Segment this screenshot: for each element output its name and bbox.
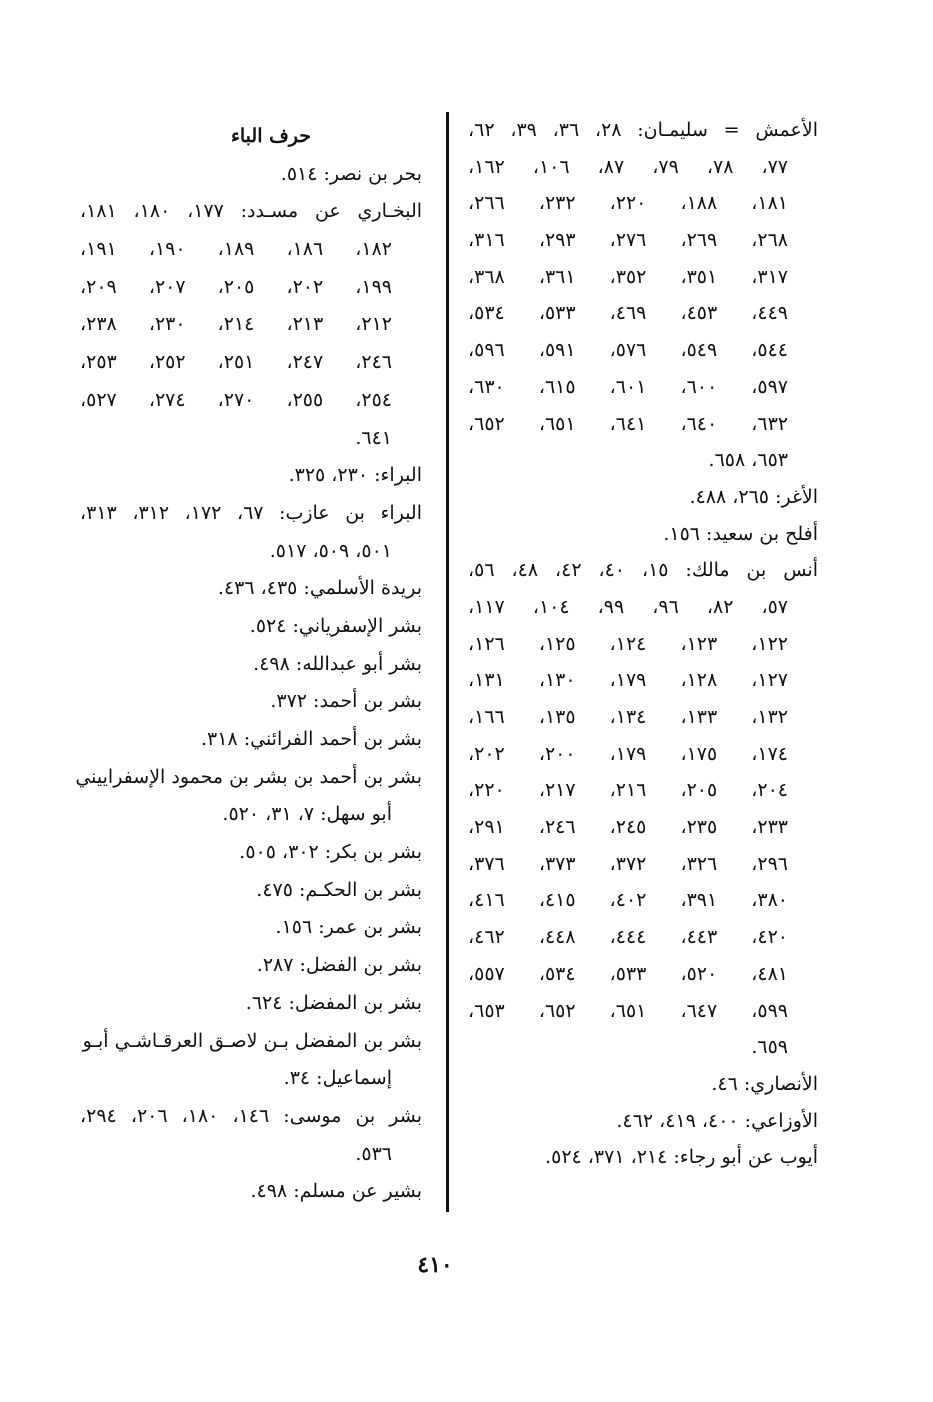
index-entry: البراء بن عازب: ٦٧، ١٧٢، ٣١٢، ٣١٣، ٥٠١، ٥… bbox=[80, 495, 422, 570]
entry-continuation-line: ٥٧، ٨٢، ٩٦، ٩٩، ١٠٤، ١١٧، bbox=[468, 595, 789, 618]
entry-continuation-line: ١٣٢، ١٣٣، ١٣٤، ١٣٥، ١٦٦، bbox=[468, 706, 789, 728]
entry-continuation-line: ٤٨١، ٥٢٠، ٥٣٣، ٥٣٤، ٥٥٧، bbox=[468, 962, 789, 985]
index-entry: الأنصاري: ٤٦. bbox=[468, 1066, 818, 1103]
entry-continuation-line: ٢٥٤، ٢٥٥، ٢٧٠، ٢٧٤، ٥٢٧، bbox=[80, 388, 393, 411]
index-entry: بشر بن المفضل: ٦٢٤. bbox=[80, 985, 422, 1023]
index-entry: الأوزاعي: ٤٠٠، ٤١٩، ٤٦٢. bbox=[468, 1103, 818, 1140]
entry-continuation-line: ٥٩٧، ٦٠٠، ٦٠١، ٦١٥، ٦٣٠، bbox=[468, 375, 789, 398]
entry-line: بشير عن مسلم: ٤٩٨. bbox=[250, 1180, 422, 1203]
index-entry: أنس بن مالك: ١٥، ٤٠، ٤٢، ٤٨، ٥٦، ٥٧، ٨٢، … bbox=[468, 552, 818, 1066]
entry-continuation-line: ٦٥٩. bbox=[751, 1036, 788, 1059]
entry-continuation-line: ١٢٧، ١٢٨، ١٧٩، ١٣٠، ١٣١، bbox=[468, 669, 789, 692]
entry-continuation-line: أبو سهل: ٧، ٣١، ٥٢٠. bbox=[222, 803, 392, 826]
index-entry: بشر بن بكر: ٣٠٢، ٥٠٥. bbox=[80, 834, 422, 872]
index-entry: بشر بن موسى: ١٤٦، ١٨٠، ٢٠٦، ٢٩٤، ٥٣٦. bbox=[80, 1098, 422, 1173]
entry-continuation-line: ١٩٩، ٢٠٢، ٢٠٥، ٢٠٧، ٢٠٩، bbox=[80, 275, 393, 298]
entry-line: بشر بن عمر: ١٥٦. bbox=[275, 916, 422, 939]
index-entry: بشر بن الفضل: ٢٨٧. bbox=[80, 947, 422, 985]
entry-continuation-line: ١٨١، ١٨٨، ٢٢٠، ٢٣٢، ٢٦٦، bbox=[468, 192, 789, 215]
entry-continuation-line: ٥٠١، ٥٠٩، ٥١٧. bbox=[269, 539, 392, 562]
entry-line: الأوزاعي: ٤٠٠، ٤١٩، ٤٦٢. bbox=[616, 1109, 818, 1132]
entry-continuation-line: ٥٣٦. bbox=[355, 1142, 392, 1165]
entry-continuation-line: ١٧٤، ١٧٥، ١٧٩، ٢٠٠، ٢٠٢، bbox=[468, 742, 789, 765]
entry-continuation-line: إسماعيل: ٣٤. bbox=[283, 1067, 392, 1090]
entry-continuation-line: ٥٩٩، ٦٤٧، ٦٥١، ٦٥٢، ٦٥٣، bbox=[468, 999, 789, 1022]
entry-line: بشر بن أحمد: ٣٧٢. bbox=[270, 690, 422, 713]
index-entry: بشير عن مسلم: ٤٩٨. bbox=[80, 1173, 422, 1211]
entry-continuation-line: ٢١٢، ٢١٣، ٢١٤، ٢٣٠، ٢٣٨، bbox=[80, 313, 393, 336]
entry-continuation-line: ١٨٢، ١٨٦، ١٨٩، ١٩٠، ١٩١، bbox=[80, 238, 393, 261]
index-entry: بشر بن أحمد: ٣٧٢. bbox=[80, 683, 422, 721]
column-divider bbox=[446, 112, 449, 1212]
index-entry: البخـاري عن مسـدد: ١٧٧، ١٨٠، ١٨١، ١٨٢، ١٨… bbox=[80, 193, 422, 457]
index-entry: بشر أبو عبدالله: ٤٩٨. bbox=[80, 646, 422, 684]
entry-line: بحر بن نصر: ٥١٤. bbox=[280, 162, 422, 185]
entry-line: بشر بن موسى: ١٤٦، ١٨٠، ٢٠٦، ٢٩٤، bbox=[80, 1104, 422, 1127]
entry-continuation-line: ٢٩٦، ٣٢٦، ٣٧٢، ٣٧٣، ٣٧٦، bbox=[468, 852, 789, 875]
entry-continuation-line: ٢٠٤، ٢٠٥، ٢١٦، ٢١٧، ٢٢٠، bbox=[468, 779, 789, 802]
index-entry: بحر بن نصر: ٥١٤. bbox=[80, 156, 422, 194]
index-entry: أيوب عن أبو رجاء: ٢١٤، ٣٧١، ٥٢٤. bbox=[468, 1139, 818, 1176]
entry-line: بشر بن أحمد الفرائني: ٣١٨. bbox=[201, 728, 422, 750]
entry-continuation-line: ٦٥٣، ٦٥٨. bbox=[708, 449, 788, 472]
entry-line: بشر بن الفضل: ٢٨٧. bbox=[256, 954, 422, 977]
entry-continuation-line: ٣١٧، ٣٥١، ٣٥٢، ٣٦١، ٣٦٨، bbox=[468, 265, 789, 288]
index-column-left: حرف الباء بحر بن نصر: ٥١٤. البخـاري عن مس… bbox=[75, 118, 422, 1211]
entry-line: أيوب عن أبو رجاء: ٢١٤، ٣٧١، ٥٢٤. bbox=[545, 1146, 818, 1169]
entry-line: البخـاري عن مسـدد: ١٧٧، ١٨٠، ١٨١، bbox=[80, 200, 423, 223]
entry-continuation-line: ٢٦٨، ٢٦٩، ٢٧٦، ٢٩٣، ٣١٦، bbox=[468, 229, 789, 252]
entry-continuation-line: ١٢٢، ١٢٣، ١٢٤، ١٢٥، ١٢٦، bbox=[468, 632, 789, 655]
page-number: ٤١٠ bbox=[417, 1252, 453, 1278]
index-entry: البراء: ٢٣٠، ٣٢٥. bbox=[80, 457, 422, 495]
index-entry: الأغر: ٢٦٥، ٤٨٨. bbox=[468, 479, 818, 516]
entry-line: البراء: ٢٣٠، ٣٢٥. bbox=[288, 464, 422, 487]
index-entry: الأعمش = سليمـان: ٢٨، ٣٦، ٣٩، ٦٢، ٧٧، ٧٨،… bbox=[468, 112, 818, 479]
entry-line: بشر بن الحكـم: ٤٧٥. bbox=[256, 878, 422, 901]
entry-continuation-line: ٧٧، ٧٨، ٧٩، ٨٧، ١٠٦، ١٦٢، bbox=[468, 155, 789, 178]
entry-continuation-line: ٣٨٠، ٣٩١، ٤٠٢، ٤١٥، ٤١٦، bbox=[468, 889, 789, 912]
index-entry: بشر بن أحمد الفرائني: ٣١٨. bbox=[80, 721, 422, 759]
entry-line: الأغر: ٢٦٥، ٤٨٨. bbox=[689, 485, 818, 508]
index-entry: بشر بن أحمد بن بشر بن محمود الإسفراييني أ… bbox=[75, 759, 422, 834]
entry-line: الأعمش = سليمـان: ٢٨، ٣٦، ٣٩، ٦٢، bbox=[468, 119, 818, 141]
entry-continuation-line: ٤٤٩، ٤٥٣، ٤٦٩، ٥٣٣، ٥٣٤، bbox=[468, 302, 789, 325]
entry-line: بشر بن المفضل: ٦٢٤. bbox=[245, 991, 422, 1014]
index-entry: بشر بن المفضل بـن لاصـق العرقـاشـي أبـو إ… bbox=[80, 1023, 422, 1098]
section-heading: حرف الباء bbox=[230, 125, 312, 147]
entry-line: بشر بن بكر: ٣٠٢، ٥٠٥. bbox=[239, 841, 422, 864]
entry-continuation-line: ٦٤١. bbox=[355, 426, 392, 449]
entry-line: البراء بن عازب: ٦٧، ١٧٢، ٣١٢، ٣١٣، bbox=[80, 501, 422, 524]
index-entry: أفلح بن سعيد: ١٥٦. bbox=[468, 516, 818, 553]
entry-line: بشر بن المفضل بـن لاصـق العرقـاشـي أبـو bbox=[82, 1029, 422, 1052]
entry-line: بشر أبو عبدالله: ٤٩٨. bbox=[253, 652, 422, 675]
entry-line: بشر الإسفرياني: ٥٢٤. bbox=[249, 614, 422, 637]
entry-line: الأنصاري: ٤٦. bbox=[711, 1072, 818, 1095]
index-entry: بشر الإسفرياني: ٥٢٤. bbox=[80, 608, 422, 646]
entry-continuation-line: ٤٢٠، ٤٤٣، ٤٤٤، ٤٤٨، ٤٦٢، bbox=[468, 926, 789, 949]
entry-line: بريدة الأسلمي: ٤٣٥، ٤٣٦. bbox=[217, 577, 422, 600]
index-column-right: الأعمش = سليمـان: ٢٨، ٣٦، ٣٩، ٦٢، ٧٧، ٧٨،… bbox=[468, 112, 818, 1176]
entry-line: بشر بن أحمد بن بشر بن محمود الإسفراييني bbox=[75, 765, 422, 788]
index-entry: بشر بن الحكـم: ٤٧٥. bbox=[80, 872, 422, 910]
entry-line: أفلح بن سعيد: ١٥٦. bbox=[663, 522, 818, 545]
entry-line: أنس بن مالك: ١٥، ٤٠، ٤٢، ٤٨، ٥٦، bbox=[468, 559, 818, 582]
index-entry: بشر بن عمر: ١٥٦. bbox=[80, 909, 422, 947]
entry-continuation-line: ٦٣٢، ٦٤٠، ٦٤١، ٦٥١، ٦٥٢، bbox=[468, 412, 789, 435]
entry-continuation-line: ٥٤٤، ٥٤٩، ٥٧٦، ٥٩١، ٥٩٦، bbox=[468, 339, 789, 362]
entry-continuation-line: ٢٣٣، ٢٣٥، ٢٤٥، ٢٤٦، ٢٩١، bbox=[468, 816, 789, 839]
entry-continuation-line: ٢٤٦، ٢٤٧، ٢٥١، ٢٥٢، ٢٥٣، bbox=[80, 351, 393, 374]
index-entry: بريدة الأسلمي: ٤٣٥، ٤٣٦. bbox=[80, 570, 422, 608]
